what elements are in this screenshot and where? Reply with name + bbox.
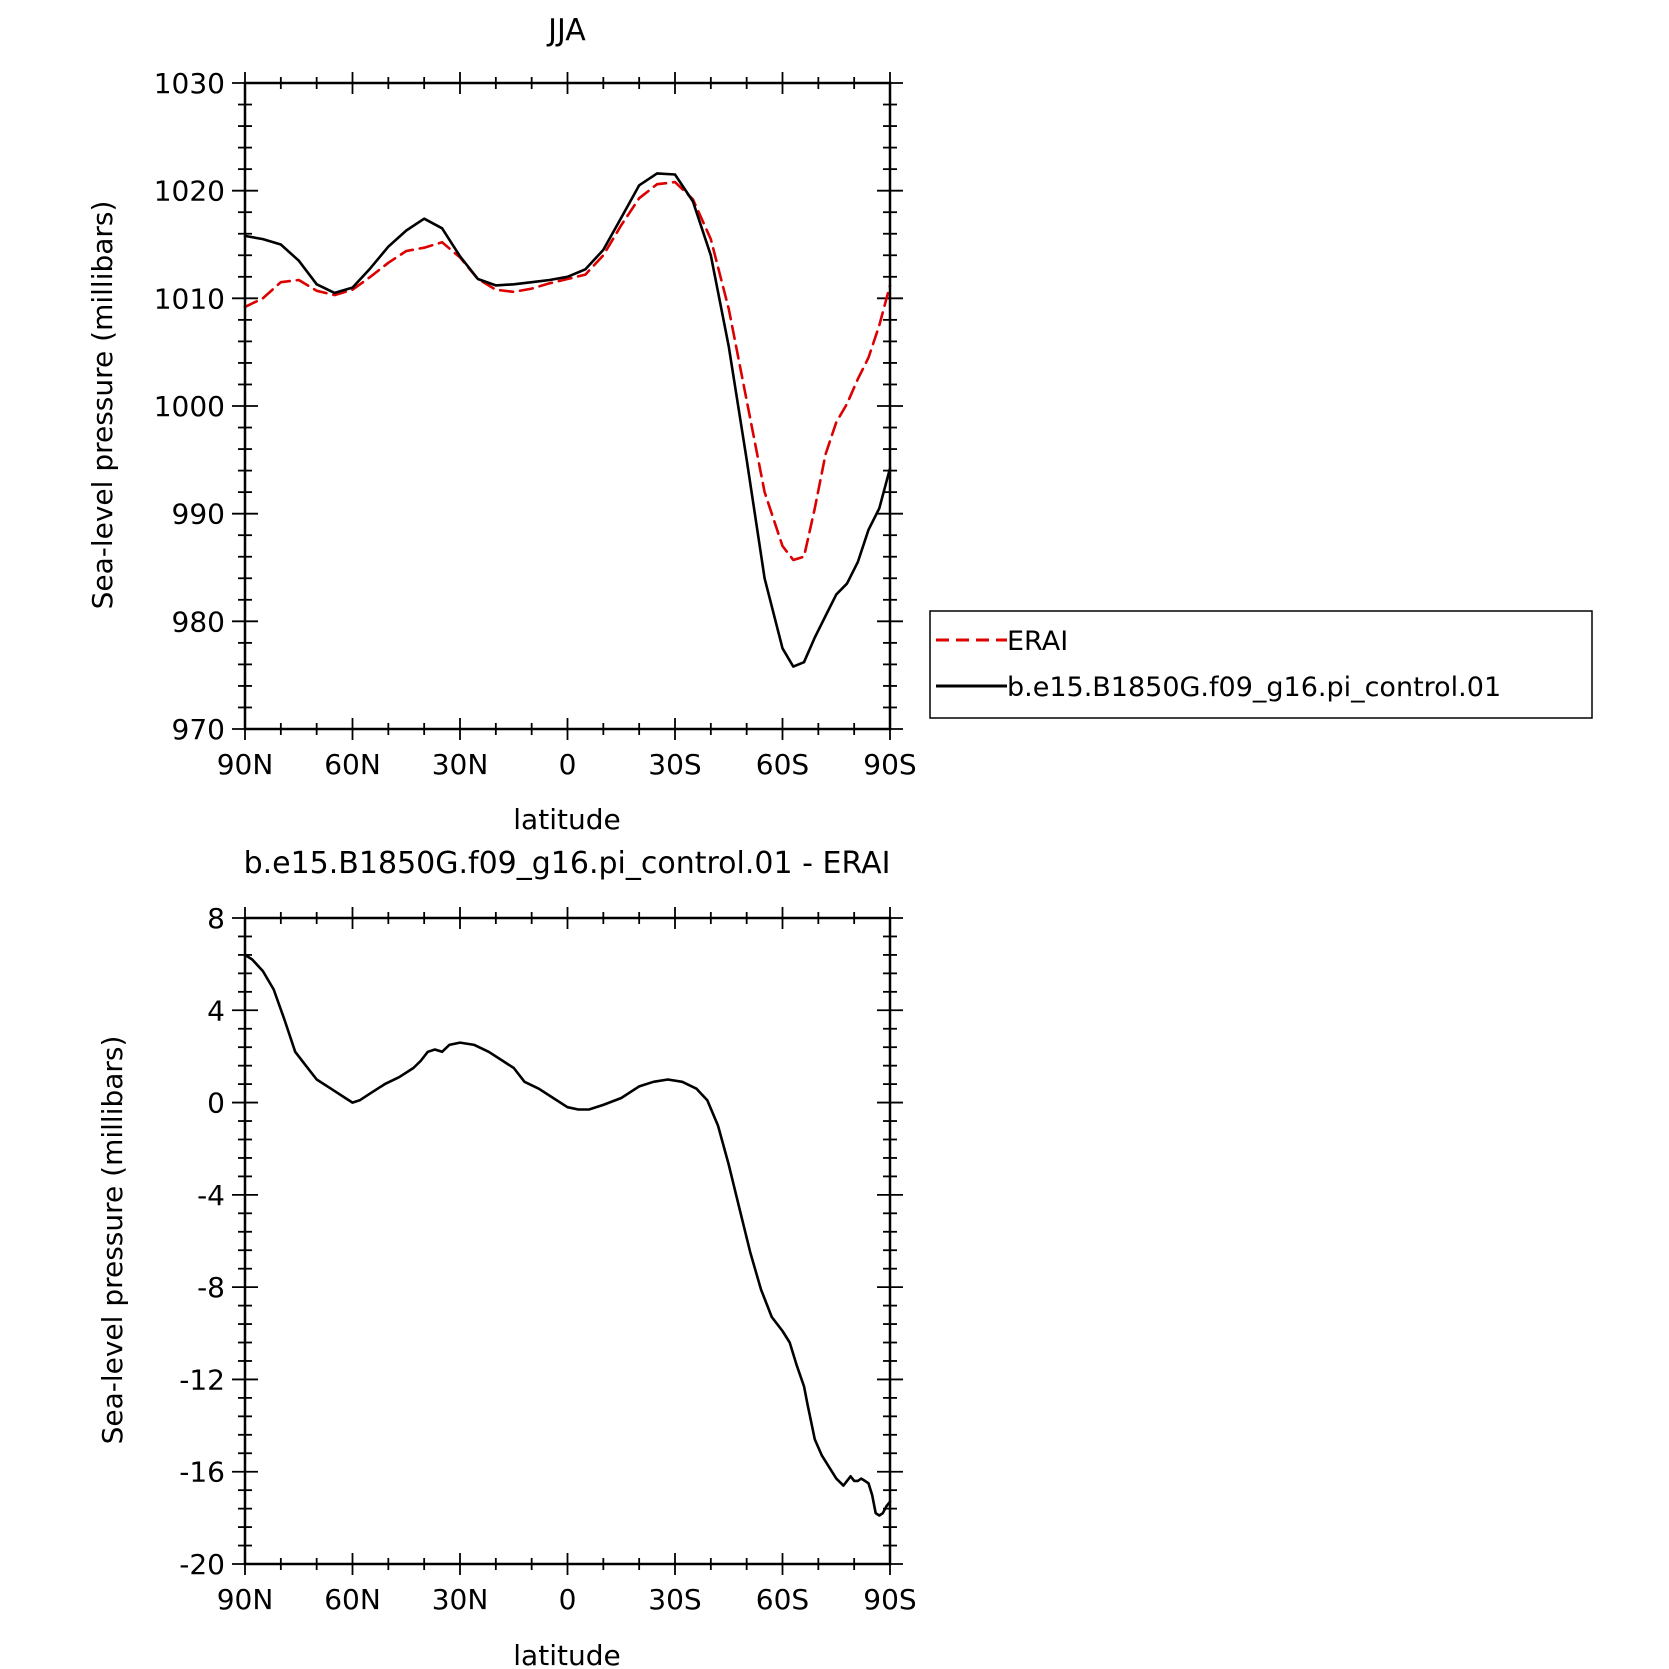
x-tick-label: 30N xyxy=(432,1583,489,1616)
tick-labels: 90N 60N 30N 0 30S 60S 90S 1030 1020 1010 1000 990 98… xyxy=(154,67,917,781)
plot-frame xyxy=(243,916,892,1566)
series-line-difference xyxy=(243,953,892,1517)
y-tick-label: 1010 xyxy=(154,282,225,315)
y-axis-label: Sea-level pressure (millibars) xyxy=(86,201,119,610)
x-tick-label: 60S xyxy=(756,1583,809,1616)
axis-ticks xyxy=(232,72,903,740)
chart-title: b.e15.B1850G.f09_g16.pi_control.01 - ERA… xyxy=(244,846,891,881)
legend-label-erai: ERAI xyxy=(1007,626,1068,657)
y-tick-label: 1000 xyxy=(154,390,225,423)
y-tick-label: -12 xyxy=(179,1363,225,1396)
x-tick-label: 60S xyxy=(756,748,809,781)
series-line-erai xyxy=(243,180,892,562)
x-tick-label: 60N xyxy=(324,1583,381,1616)
x-tick-label: 30S xyxy=(648,1583,701,1616)
legend-box xyxy=(929,610,1593,719)
y-tick-label: 980 xyxy=(172,605,225,638)
panel-bottom: b.e15.B1850G.f09_g16.pi_control.01 - ERA… xyxy=(96,846,917,1669)
y-tick-label: 990 xyxy=(172,498,225,531)
tick-labels: 90N 60N 30N 0 30S 60S 90S 8 4 0 -4 -8 -12 -16 -20 xyxy=(179,902,916,1616)
x-tick-label: 90S xyxy=(863,1583,916,1616)
y-tick-label: -16 xyxy=(179,1456,225,1489)
panel-top: JJA Sea-level pressure (millibars) latit… xyxy=(86,13,917,836)
x-tick-label: 60N xyxy=(324,748,381,781)
x-tick-label: 90S xyxy=(863,748,916,781)
y-tick-label: 4 xyxy=(207,994,225,1027)
x-axis-label: latitude xyxy=(513,1639,620,1669)
x-tick-label: 0 xyxy=(559,1583,577,1616)
x-axis-label: latitude xyxy=(513,803,620,836)
x-tick-label: 0 xyxy=(559,748,577,781)
x-tick-label: 90N xyxy=(217,748,274,781)
y-tick-label: -8 xyxy=(197,1271,225,1304)
x-tick-label: 90N xyxy=(217,1583,274,1616)
legend-label-model: b.e15.B1850G.f09_g16.pi_control.01 xyxy=(1007,672,1501,703)
y-tick-label: 970 xyxy=(172,713,225,746)
series-lines xyxy=(243,953,892,1517)
series-line-b-e15-b1850g-f09-g16-pi-control-01 xyxy=(243,172,892,668)
y-tick-label: 0 xyxy=(207,1087,225,1120)
y-axis-label: Sea-level pressure (millibars) xyxy=(96,1036,129,1445)
series-lines xyxy=(243,172,892,668)
plot-frame xyxy=(243,81,892,731)
chart-title: JJA xyxy=(546,13,586,48)
y-tick-label: 1030 xyxy=(154,67,225,100)
y-tick-label: 8 xyxy=(207,902,225,935)
axis-ticks xyxy=(232,907,903,1575)
x-tick-label: 30S xyxy=(648,748,701,781)
y-tick-label: -20 xyxy=(179,1548,225,1581)
y-tick-label: -4 xyxy=(197,1179,225,1212)
y-tick-label: 1020 xyxy=(154,175,225,208)
legend: ERAI b.e15.B1850G.f09_g16.pi_control.01 xyxy=(929,610,1593,719)
x-tick-label: 30N xyxy=(432,748,489,781)
